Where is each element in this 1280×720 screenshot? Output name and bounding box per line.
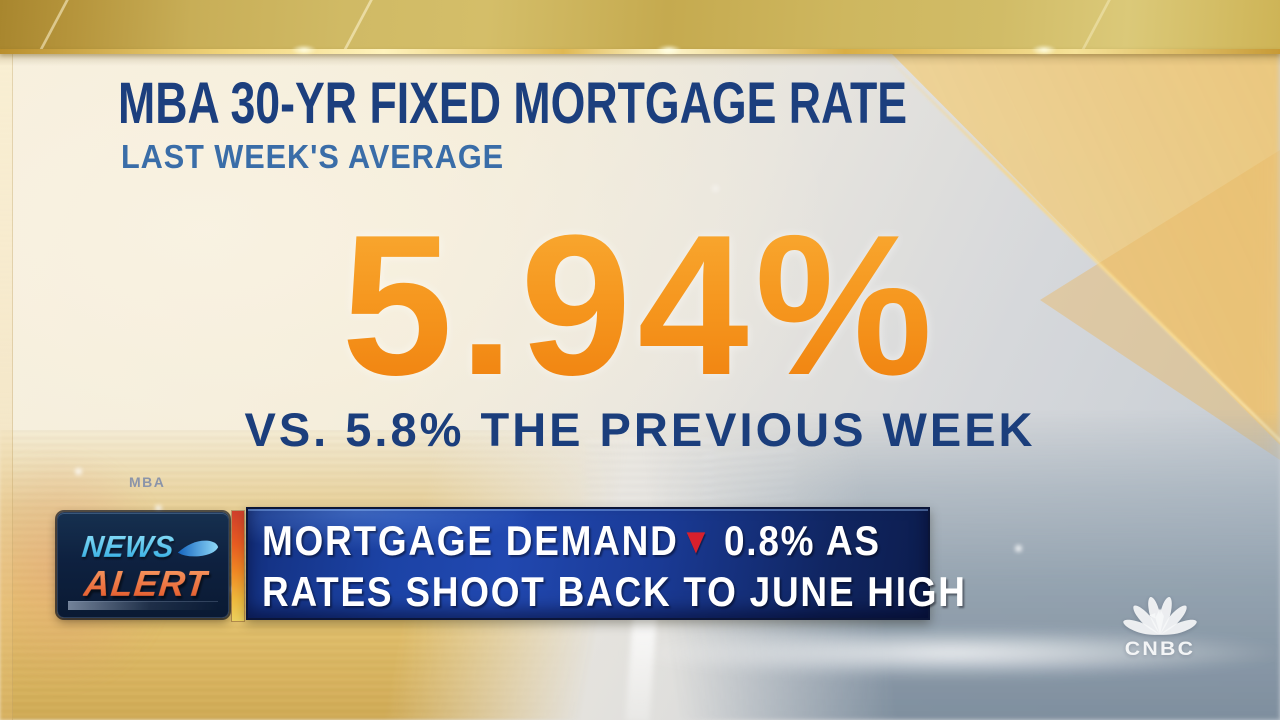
bokeh-speck — [712, 185, 719, 192]
source-label: MBA — [129, 474, 166, 490]
rate-value: 5.94% — [0, 206, 1280, 406]
sparkle — [655, 44, 683, 56]
bokeh-speck — [228, 586, 235, 593]
headline-line1-text: MORTGAGE DEMAND — [262, 517, 679, 564]
band-highlight — [38, 0, 69, 52]
sparkle — [1030, 44, 1058, 56]
down-triangle-icon: ▼ — [680, 520, 714, 561]
band-highlight — [1080, 0, 1111, 52]
band-highlight — [342, 0, 373, 52]
cnbc-logo: CNBC — [1105, 588, 1215, 661]
background-mist-glow — [610, 628, 1280, 678]
band-shadow — [0, 54, 1280, 66]
gold-top-band — [0, 0, 1280, 52]
peacock-icon — [1121, 595, 1199, 638]
cnbc-wordmark: CNBC — [1124, 639, 1196, 660]
graphic-title: MBA 30-YR FIXED MORTGAGE RATE — [118, 71, 908, 136]
bokeh-speck — [155, 505, 162, 512]
news-alert-word-alert: ALERT — [81, 563, 211, 604]
headline-line1-value: 0.8% AS — [723, 517, 881, 564]
news-alert-word-news: NEWS — [80, 531, 176, 564]
headline-line2-text: RATES SHOOT BACK TO JUNE HIGH — [262, 568, 967, 615]
comparison-text: VS. 5.8% THE PREVIOUS WEEK — [244, 403, 1036, 456]
bokeh-speck — [1015, 545, 1022, 552]
headline-banner: MORTGAGE DEMAND▼ 0.8% AS RATES SHOOT BACK… — [246, 507, 967, 620]
swoosh-icon — [177, 540, 219, 557]
graphic-subtitle: LAST WEEK'S AVERAGE — [121, 138, 505, 175]
bokeh-speck — [75, 468, 82, 475]
sparkle — [290, 44, 318, 56]
frame-left-edge — [0, 52, 13, 720]
alert-ticker-smudge — [68, 601, 218, 610]
gold-band-bottom-line — [0, 49, 1280, 54]
banner-accent-strip — [232, 511, 244, 621]
news-alert-badge: NEWS ALERT — [57, 512, 229, 618]
headline-line1: MORTGAGE DEMAND▼ 0.8% AS — [262, 516, 879, 567]
